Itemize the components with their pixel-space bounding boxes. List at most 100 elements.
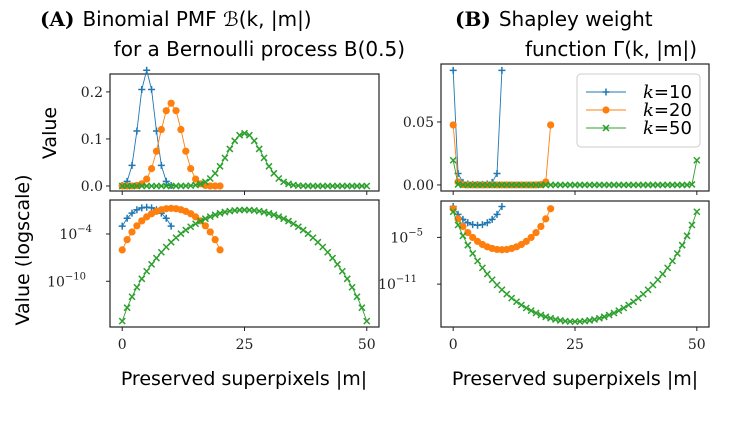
data-point <box>167 222 175 230</box>
data-point <box>343 275 351 283</box>
y-tick-label: 10−4 <box>59 224 92 243</box>
data-point <box>629 298 638 306</box>
data-point <box>206 228 214 236</box>
x-tick-label: 0 <box>449 337 458 353</box>
data-point <box>483 219 491 227</box>
data-point <box>128 161 136 169</box>
data-point <box>118 317 126 325</box>
data-point <box>289 220 297 228</box>
series-line <box>452 124 552 186</box>
data-point <box>157 125 165 134</box>
data-point <box>216 246 224 254</box>
series-k=10 <box>118 66 175 190</box>
data-point <box>329 254 337 262</box>
legend-entry-k=10: k=10 <box>586 82 692 103</box>
data-point <box>221 154 229 162</box>
data-point <box>324 248 332 256</box>
data-point <box>162 107 170 115</box>
data-point <box>192 220 200 228</box>
data-point <box>192 181 200 189</box>
data-point <box>693 156 701 164</box>
series-line <box>452 211 698 323</box>
data-point <box>201 178 209 186</box>
panel-B-bottom: 0 25 50 10−5 10−11 <box>378 200 710 353</box>
data-point <box>275 174 283 183</box>
data-point <box>138 217 146 225</box>
data-point <box>493 170 501 177</box>
data-point <box>206 213 214 221</box>
data-point <box>231 137 239 145</box>
data-point <box>537 222 545 231</box>
data-point <box>196 180 205 188</box>
data-point <box>118 246 126 254</box>
data-point <box>294 223 302 231</box>
x-tick-label: 50 <box>358 337 376 353</box>
data-point <box>542 313 550 321</box>
data-point <box>265 209 273 217</box>
data-point <box>162 214 170 222</box>
data-point <box>284 217 293 225</box>
data-point <box>659 270 667 278</box>
data-point <box>532 228 540 237</box>
legend-entry-k=50: k=50 <box>586 118 692 139</box>
data-point <box>147 164 156 173</box>
panel-A-top: 0.0 0.1 0.2 <box>81 66 380 195</box>
data-point <box>216 162 224 170</box>
data-point <box>649 281 657 289</box>
data-point <box>319 243 327 251</box>
data-point <box>363 317 371 325</box>
data-point <box>454 221 462 229</box>
data-point <box>138 86 146 94</box>
data-point <box>469 233 477 242</box>
series-k=50 <box>118 129 371 190</box>
data-point <box>216 209 224 217</box>
y-tick-label: 0.1 <box>81 132 103 148</box>
legend-label: k=10 <box>643 82 692 103</box>
title-b-line2: function Γ(k, |m|) <box>525 37 697 61</box>
data-point <box>664 264 672 272</box>
data-point <box>688 221 696 229</box>
x-tick-label: 0 <box>118 337 127 353</box>
data-point <box>602 106 610 114</box>
data-point <box>522 304 530 312</box>
x-tick-label: 25 <box>236 337 254 353</box>
data-point <box>172 107 180 115</box>
data-point <box>478 221 486 229</box>
series-line <box>452 160 698 186</box>
data-point <box>284 180 293 188</box>
data-point <box>265 162 273 170</box>
series-k=20 <box>449 121 555 189</box>
data-point <box>245 131 253 139</box>
data-point <box>123 214 131 222</box>
series-line <box>121 209 368 322</box>
data-point <box>216 182 224 190</box>
data-point <box>600 313 608 321</box>
y-tick-label: 0.0 <box>81 179 103 195</box>
y-tick-label: 10−11 <box>378 274 417 293</box>
data-point <box>522 237 530 245</box>
data-point <box>187 164 195 173</box>
data-point <box>226 145 234 153</box>
data-point <box>547 205 555 213</box>
data-point <box>255 145 263 153</box>
data-point <box>449 66 457 74</box>
data-point <box>240 129 249 137</box>
data-point <box>469 249 477 258</box>
data-point <box>211 236 219 244</box>
data-point <box>474 257 482 265</box>
data-point <box>201 215 209 223</box>
title-a-line1: (A) Binomial PMF ℬ(k, |m|) <box>40 7 312 31</box>
data-point <box>182 226 190 234</box>
data-point <box>270 211 278 219</box>
panel-A-bottom: 0 25 50 10−4 10−10 <box>47 199 380 353</box>
data-point <box>270 169 278 177</box>
data-point <box>148 86 156 94</box>
data-point <box>133 206 141 214</box>
data-point <box>602 88 610 96</box>
panel-B-top: 0.00 0.05 <box>403 63 710 195</box>
data-point <box>133 222 141 230</box>
data-point <box>459 232 467 240</box>
data-point <box>693 208 701 216</box>
xlabel-a: Preserved superpixels |m| <box>121 368 367 390</box>
data-point <box>602 124 610 132</box>
